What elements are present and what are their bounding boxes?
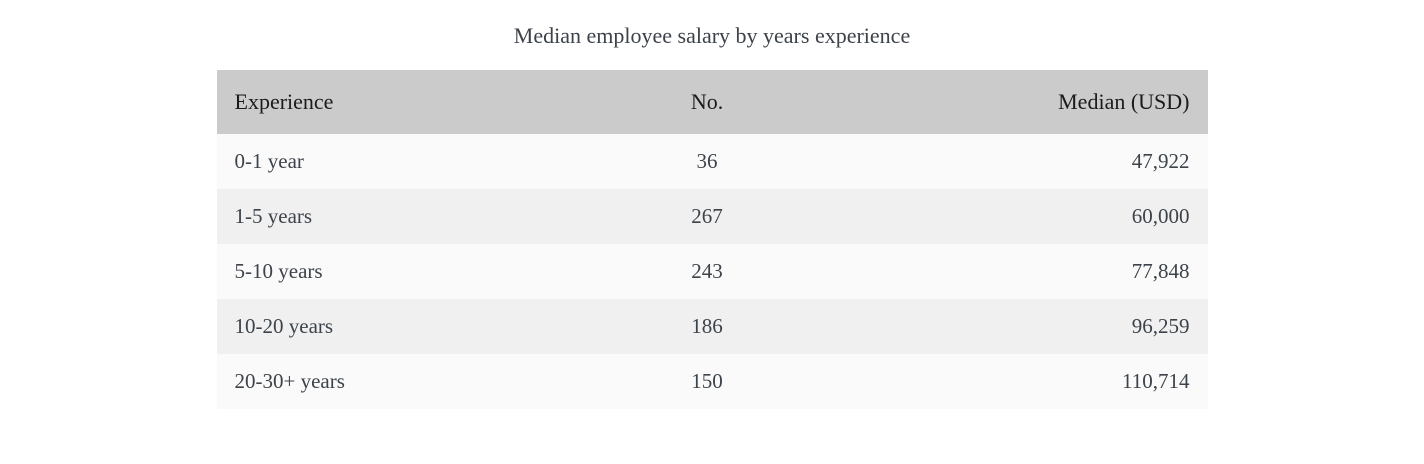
- page: Median employee salary by years experien…: [216, 0, 1208, 409]
- cell-no: 267: [691, 204, 723, 228]
- cell-median-usd: 110,714: [1122, 369, 1190, 393]
- cell-median-usd: 60,000: [1131, 204, 1190, 228]
- table-header: Experience No. Median (USD): [216, 70, 1208, 134]
- table-row: 5-10 years 243 77,848: [216, 244, 1208, 299]
- cell-median-usd: 77,848: [1131, 259, 1190, 283]
- salary-table: Experience No. Median (USD) 0-1 year 36 47…: [216, 70, 1208, 409]
- cell-experience: 0-1 year: [234, 149, 304, 173]
- cell-experience: 20-30+ years: [234, 369, 345, 393]
- cell-experience: 1-5 years: [234, 204, 313, 228]
- cell-no: 150: [691, 369, 723, 393]
- header-cell-median-usd: Median (USD): [870, 70, 1208, 134]
- cell-no: 186: [691, 314, 723, 338]
- table-row: 0-1 year 36 47,922: [216, 134, 1208, 189]
- table-body: 0-1 year 36 47,922 1-5 years 267 60,000 5-10 y…: [216, 134, 1208, 409]
- cell-no: 243: [691, 259, 723, 283]
- header-row: Experience No. Median (USD): [216, 70, 1208, 134]
- table-row: 1-5 years 267 60,000: [216, 189, 1208, 244]
- table-row: 10-20 years 186 96,259: [216, 299, 1208, 354]
- cell-median-usd: 47,922: [1131, 149, 1190, 173]
- header-cell-no: No.: [543, 70, 871, 134]
- cell-median-usd: 96,259: [1131, 314, 1190, 338]
- cell-experience: 5-10 years: [234, 259, 323, 283]
- table-title: Median employee salary by years experien…: [513, 23, 911, 48]
- cell-no: 36: [696, 149, 718, 173]
- header-cell-experience: Experience: [216, 70, 544, 134]
- cell-experience: 10-20 years: [234, 314, 334, 338]
- table-row: 20-30+ years 150 110,714: [216, 354, 1208, 409]
